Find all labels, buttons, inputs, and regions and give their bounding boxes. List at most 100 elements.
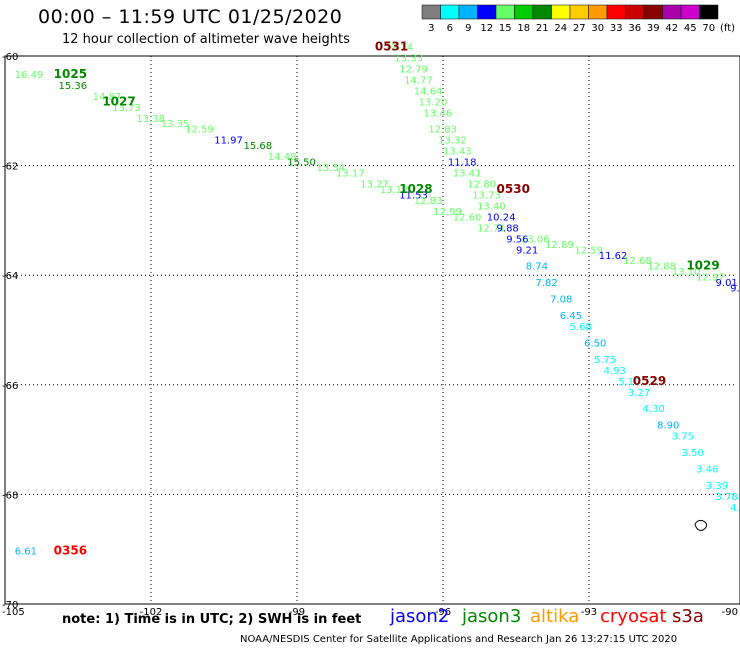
wave-height-label: 13.41 — [453, 169, 482, 180]
scale-swatch — [699, 4, 719, 20]
wave-height-label: 11.53 — [399, 190, 428, 201]
wave-height-label: 15.68 — [243, 141, 272, 152]
wave-height-label: 13.27 — [360, 180, 389, 191]
time-labels: 1025 1027 1028 1029 0531 0530 0529 0356 — [54, 40, 720, 558]
lon-tick-label: -93 — [581, 607, 597, 618]
wave-height-label: 7.82 — [535, 278, 557, 289]
color-scale-legend: 3 6 9 12 15 18 21 24 27 30 33 36 39 42 45 70 (ft) — [421, 4, 735, 34]
scale-label: 21 — [536, 23, 549, 34]
scale-label: 18 — [517, 23, 530, 34]
wave-height-label: 13.20 — [419, 97, 448, 108]
satellite-name: s3a — [672, 606, 704, 627]
scale-swatch — [514, 4, 534, 20]
wave-height-label: 12.99 — [433, 207, 462, 218]
wave-height-label: 4.93 — [604, 366, 626, 377]
lon-tick-label: -99 — [289, 607, 305, 618]
scale-label: 33 — [610, 23, 623, 34]
wave-height-label: 9.01 — [716, 278, 738, 289]
wave-height-label: 13.40 — [477, 201, 506, 212]
wave-height-label: 7.08 — [550, 295, 572, 306]
wave-height-label: 14.48 — [268, 152, 297, 163]
pass-time-label: 0531 — [375, 40, 408, 54]
wave-height-label: 13.33 — [394, 53, 423, 64]
scale-label: 15 — [499, 23, 512, 34]
scale-label: 9 — [465, 23, 471, 34]
pass-time-label: 1027 — [102, 94, 135, 108]
scale-label: 39 — [647, 23, 660, 34]
lon-tick-label: -96 — [435, 607, 451, 618]
wave-height-label: 12.83 — [428, 125, 457, 136]
wave-height-label: 5.75 — [594, 355, 616, 366]
lat-tick-label: -66 — [2, 381, 18, 392]
wave-height-label: 3.50 — [681, 448, 703, 459]
wave-height-label: 12.79 — [399, 64, 428, 75]
scale-swatch — [606, 4, 626, 20]
scale-label: 30 — [591, 23, 604, 34]
map-title: 00:00 – 11:59 UTC 01/25/2020 — [38, 6, 343, 28]
wave-height-label: 13.06 — [521, 234, 550, 245]
scale-swatch — [643, 4, 663, 20]
lat-tick-label: -64 — [2, 271, 18, 282]
wave-height-label: 13.38 — [136, 114, 165, 125]
pass-time-label: 1028 — [399, 182, 432, 196]
wave-height-label: 13.35 — [161, 119, 190, 130]
wave-height-label: 11.62 — [599, 251, 628, 262]
wave-height-label: 3.46 — [696, 464, 718, 475]
wave-height-label: 12.24 — [385, 43, 414, 54]
lat-tick-label: -68 — [2, 490, 18, 501]
wave-height-label: 16.49 — [15, 70, 44, 81]
wave-height-label: 11.18 — [448, 158, 477, 169]
scale-label: 36 — [628, 23, 641, 34]
wave-height-label: 13.32 — [438, 136, 467, 147]
wave-height-label: 13.73 — [112, 103, 141, 114]
plot-frame — [4, 55, 740, 605]
wave-height-label: 15.36 — [59, 81, 88, 92]
wave-height-label: 12.83 — [414, 196, 443, 207]
lat-lon-grid — [5, 56, 735, 604]
scale-swatch — [680, 4, 700, 20]
scale-swatch — [662, 4, 682, 20]
wave-labels: 16.4915.3614.8713.7313.3813.3512.5911.97… — [15, 43, 740, 558]
scale-swatch — [588, 4, 608, 20]
scale-swatch — [458, 4, 478, 20]
pass-time-label: 0356 — [54, 544, 87, 558]
wave-height-label: 3.39 — [706, 481, 728, 492]
satellite-name: altika — [530, 606, 580, 627]
scale-swatch — [569, 4, 589, 20]
satellite-name: jason3 — [462, 606, 522, 627]
wave-height-label: 10.24 — [487, 212, 516, 223]
wave-height-label: 14.87 — [93, 92, 122, 103]
wave-height-label: 13.10 — [672, 267, 701, 278]
wave-height-label: 12.59 — [185, 125, 214, 136]
coastline-island — [694, 519, 708, 531]
wave-height-label: 9.56 — [506, 234, 528, 245]
lon-tick-label: -90 — [722, 607, 738, 618]
wave-height-label: 12.80 — [467, 180, 496, 191]
wave-height-label: 6.61 — [15, 547, 37, 558]
wave-height-label: 12.59 — [574, 245, 603, 256]
scale-swatch — [421, 4, 441, 20]
scale-label: 42 — [665, 23, 678, 34]
pass-time-label: 1025 — [54, 67, 87, 81]
wave-height-label: 12.68 — [623, 256, 652, 267]
lon-tick-label: -105 — [2, 607, 25, 618]
wave-height-label: 5.10 — [618, 377, 640, 388]
wave-height-label: 13.17 — [336, 169, 365, 180]
wave-height-label: 12.89 — [545, 240, 574, 251]
wave-height-label: 6.45 — [560, 311, 582, 322]
wave-height-label: 13.54 — [316, 163, 345, 174]
scale-swatch — [495, 4, 515, 20]
wave-height-label: 13.12 — [380, 185, 409, 196]
wave-height-label: 14.64 — [414, 86, 443, 97]
wave-height-label: 13.73 — [472, 190, 501, 201]
wave-height-label: 12.71 — [477, 223, 506, 234]
scale-label: 27 — [573, 23, 586, 34]
wave-height-label: 15.50 — [287, 158, 316, 169]
wave-height-label: 12.60 — [453, 212, 482, 223]
satellite-name: cryosat — [600, 606, 667, 627]
wave-height-label: 9.21 — [516, 245, 538, 256]
satellite-name: jason2 — [390, 606, 450, 627]
scale-label: 6 — [447, 23, 453, 34]
wave-height-label: 14.77 — [404, 75, 433, 86]
